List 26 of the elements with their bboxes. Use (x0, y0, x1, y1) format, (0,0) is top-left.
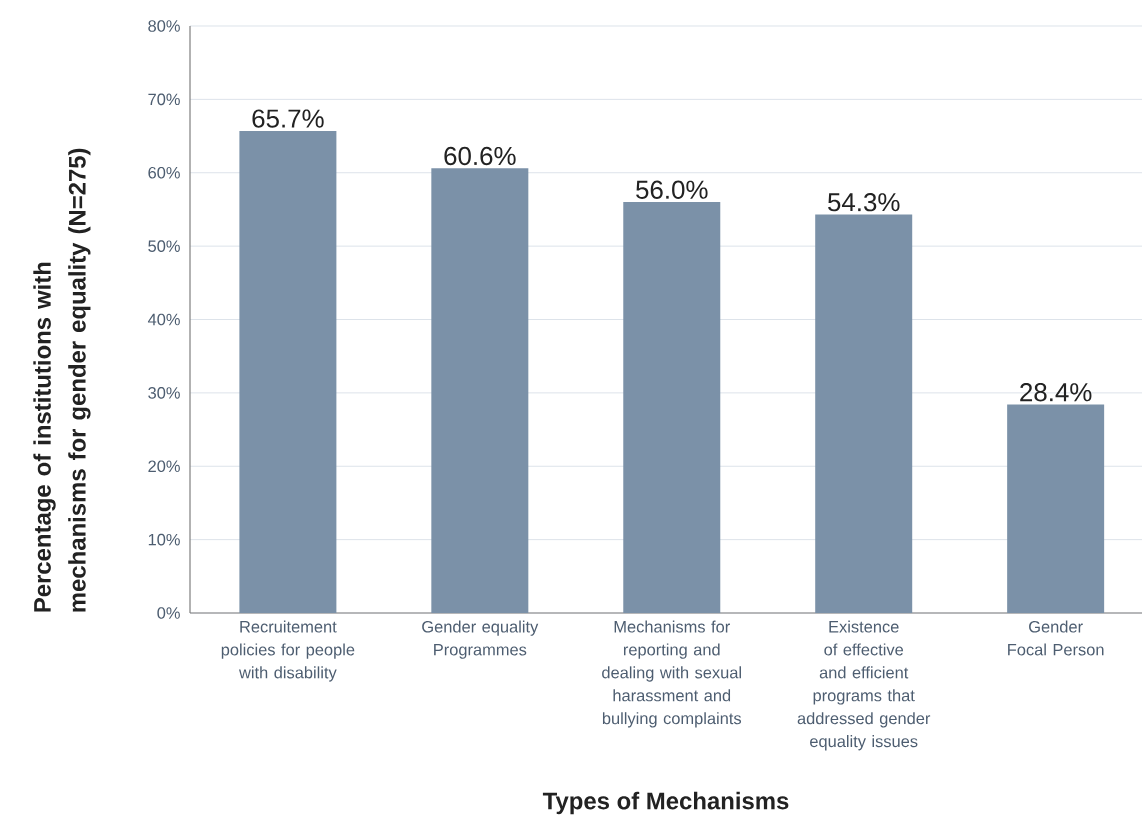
bar (1007, 404, 1105, 613)
bar (623, 202, 721, 613)
y-tick-label: 10% (148, 533, 180, 546)
y-tick-label: 30% (148, 387, 180, 399)
y-tick-label: 40% (147, 313, 180, 326)
x-tick-label: Recruitement policies for people with disability (221, 620, 355, 682)
y-tick-label: 80% (148, 20, 180, 32)
y-tick-label: 0% (157, 607, 180, 619)
data-label: 54.3% (828, 193, 900, 212)
y-tick-label: 60% (148, 166, 180, 179)
data-label: 56.0% (636, 180, 708, 199)
y-tick-label: 20% (148, 460, 180, 473)
bar (239, 130, 337, 613)
y-tick-label: 70% (148, 93, 180, 106)
data-label: 28.4% (1020, 383, 1092, 402)
x-tick-label: Mechanisms for reporting and dealing with sexual harassment and bullying complaints (602, 620, 742, 728)
bar (431, 168, 529, 613)
x-tick-label: Gender equality Programmes (422, 620, 539, 659)
bar (815, 214, 913, 613)
data-label: 60.6% (444, 146, 516, 166)
y-tick-label: 50% (148, 240, 180, 252)
x-tick-label: Existence of effective and efficient programs that addressed gender equality issues (797, 620, 931, 751)
data-label: 65.7% (252, 109, 324, 128)
x-axis-title: Types of Mechanisms (542, 791, 789, 815)
y-axis-title: Percentage of institutions with mechanisms for gender equality (N=275) (33, 148, 91, 612)
x-tick-label: Gender Focal Person (1008, 620, 1104, 656)
